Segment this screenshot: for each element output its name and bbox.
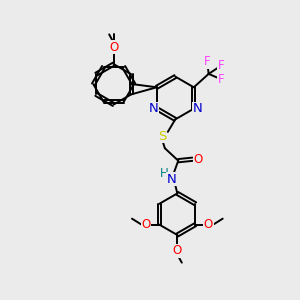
Text: O: O xyxy=(109,41,118,54)
Text: H: H xyxy=(160,167,169,180)
Text: O: O xyxy=(204,218,213,231)
Text: F: F xyxy=(218,59,224,72)
Text: F: F xyxy=(218,73,224,86)
Text: N: N xyxy=(148,102,158,115)
Text: F: F xyxy=(204,55,211,68)
Text: N: N xyxy=(193,102,202,115)
Text: O: O xyxy=(173,244,182,257)
Text: O: O xyxy=(194,153,203,166)
Text: S: S xyxy=(158,130,167,143)
Text: O: O xyxy=(142,218,151,231)
Text: N: N xyxy=(167,172,177,186)
